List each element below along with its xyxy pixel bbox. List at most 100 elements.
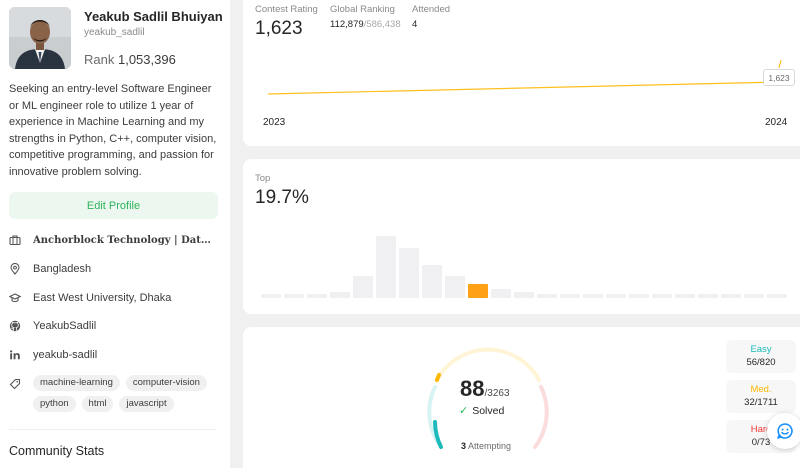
- medium-track: [435, 347, 541, 382]
- smiley-chat-icon: [777, 423, 793, 439]
- easy-box[interactable]: Easy 56/820: [726, 340, 796, 373]
- school-text: East West University, Dhaka: [33, 292, 172, 304]
- year-start-label: 2023: [263, 117, 286, 128]
- contest-rating-value: 1,623: [255, 18, 303, 39]
- rating-line: [267, 81, 781, 95]
- histogram-bar[interactable]: [261, 294, 281, 298]
- histogram-bar[interactable]: [698, 294, 718, 298]
- hard-label: Hard: [750, 424, 772, 435]
- year-end-label: 2024: [765, 117, 788, 128]
- location-text: Bangladesh: [33, 263, 92, 275]
- solved-label: Solved: [472, 404, 505, 417]
- histogram-bar[interactable]: [307, 294, 327, 298]
- tags-row: [9, 378, 33, 390]
- histogram-bar[interactable]: [491, 289, 511, 298]
- divider: [9, 429, 216, 430]
- medium-progress: [435, 373, 441, 382]
- skill-tag[interactable]: javascript: [119, 396, 174, 412]
- top-label: Top: [255, 173, 271, 184]
- contest-rating-label: Contest Rating: [255, 4, 318, 15]
- edit-profile-button[interactable]: Edit Profile: [9, 192, 218, 219]
- profile-bio: Seeking an entry-level Software Engineer…: [9, 83, 217, 178]
- github-icon: [9, 320, 21, 332]
- histogram-bar[interactable]: [583, 294, 603, 298]
- skill-tag[interactable]: machine-learning: [33, 375, 120, 391]
- attended-value: 4: [412, 19, 418, 30]
- histogram-bar[interactable]: [422, 265, 442, 298]
- rank-value: 1,053,396: [117, 52, 176, 67]
- attempting-count: 3: [461, 441, 467, 451]
- tag-icon: [9, 378, 21, 390]
- global-ranking-label: Global Ranking: [330, 4, 395, 15]
- solved-progress-ring[interactable]: [423, 342, 553, 452]
- graduation-cap-icon: [9, 292, 21, 304]
- rank-label: Rank: [84, 52, 115, 67]
- school-row: East West University, Dhaka: [9, 292, 171, 304]
- top-percent-value: 19.7%: [255, 187, 309, 208]
- histogram-bar-current[interactable]: [468, 284, 488, 298]
- histogram-bar[interactable]: [514, 292, 534, 298]
- attempting-label: Attempting: [468, 441, 512, 451]
- attended-label: Attended: [412, 4, 451, 15]
- profile-handle: yeakub_sadlil: [84, 27, 145, 38]
- histogram-bar[interactable]: [399, 248, 419, 298]
- profile-name: Yeakub Sadlil Bhuiyan: [84, 9, 223, 24]
- avatar[interactable]: [9, 7, 71, 69]
- linkedin-link[interactable]: yeakub-sadlil: [33, 349, 98, 361]
- feedback-button[interactable]: [767, 413, 800, 449]
- community-stats-title: Community Stats: [9, 444, 105, 458]
- hard-value: 0/73: [751, 437, 771, 448]
- histogram-bar[interactable]: [353, 276, 373, 298]
- easy-label: Easy: [750, 344, 772, 355]
- global-ranking-total: /586,438: [363, 19, 401, 30]
- problems-solved-card: 88/3263 ✓ Solved 3 Attempting Easy 56/82…: [243, 327, 800, 468]
- profile-panel: Yeakub Sadlil Bhuiyan yeakub_sadlil Rank…: [0, 0, 230, 468]
- global-ranking-value: 112,879/586,438: [330, 19, 401, 30]
- global-ranking-rank: 112,879: [330, 19, 364, 30]
- histogram-bar[interactable]: [629, 294, 649, 298]
- rating-tooltip: 1,623: [763, 69, 795, 86]
- skill-tags: machine-learning computer-vision python …: [33, 375, 223, 412]
- hard-track: [533, 385, 549, 449]
- histogram-bar[interactable]: [652, 294, 672, 298]
- skill-tag[interactable]: computer-vision: [125, 375, 207, 391]
- easy-value: 56/820: [746, 357, 776, 368]
- skill-tag[interactable]: html: [81, 396, 114, 412]
- medium-label: Med.: [750, 384, 772, 395]
- histogram-bar[interactable]: [744, 294, 764, 298]
- briefcase-icon: [9, 234, 21, 246]
- histogram-bar[interactable]: [560, 294, 580, 298]
- linkedin-icon: [9, 349, 21, 361]
- profile-rank: Rank 1,053,396: [84, 52, 176, 67]
- rating-line-chart[interactable]: [243, 0, 800, 146]
- contest-rating-card: Contest Rating 1,623 Global Ranking 112,…: [243, 0, 800, 146]
- solved-total: /3263: [484, 388, 510, 399]
- easy-progress: [433, 420, 443, 449]
- github-link[interactable]: YeakubSadlil: [33, 320, 97, 332]
- rating-distribution-histogram[interactable]: [261, 159, 791, 314]
- top-percent-card: Top 19.7%: [243, 159, 800, 314]
- solved-label-row: ✓ Solved: [459, 404, 505, 418]
- solved-count: 88/3263: [460, 376, 510, 402]
- linkedin-row[interactable]: yeakub-sadlil: [9, 349, 97, 361]
- histogram-bar[interactable]: [330, 292, 350, 298]
- medium-box[interactable]: Med. 32/1711: [726, 380, 796, 413]
- location-pin-icon: [9, 263, 21, 275]
- histogram-bar[interactable]: [675, 294, 695, 298]
- skill-tag[interactable]: python: [33, 396, 76, 412]
- histogram-bar[interactable]: [537, 294, 557, 298]
- histogram-bar[interactable]: [376, 236, 396, 298]
- histogram-bar[interactable]: [767, 294, 787, 298]
- histogram-bar[interactable]: [284, 294, 304, 298]
- company-text: Anchorblock Technology | Data Scien…: [33, 234, 216, 246]
- attempting-row: 3 Attempting: [461, 441, 511, 451]
- location-row: Bangladesh: [9, 263, 91, 275]
- histogram-bar[interactable]: [606, 294, 626, 298]
- histogram-bar[interactable]: [445, 276, 465, 298]
- rating-point-marker: [778, 59, 782, 69]
- github-row[interactable]: YeakubSadlil: [9, 320, 96, 332]
- histogram-bar[interactable]: [721, 294, 741, 298]
- medium-value: 32/1711: [744, 397, 778, 408]
- solved-value: 88: [460, 376, 485, 401]
- check-icon: ✓: [459, 405, 469, 417]
